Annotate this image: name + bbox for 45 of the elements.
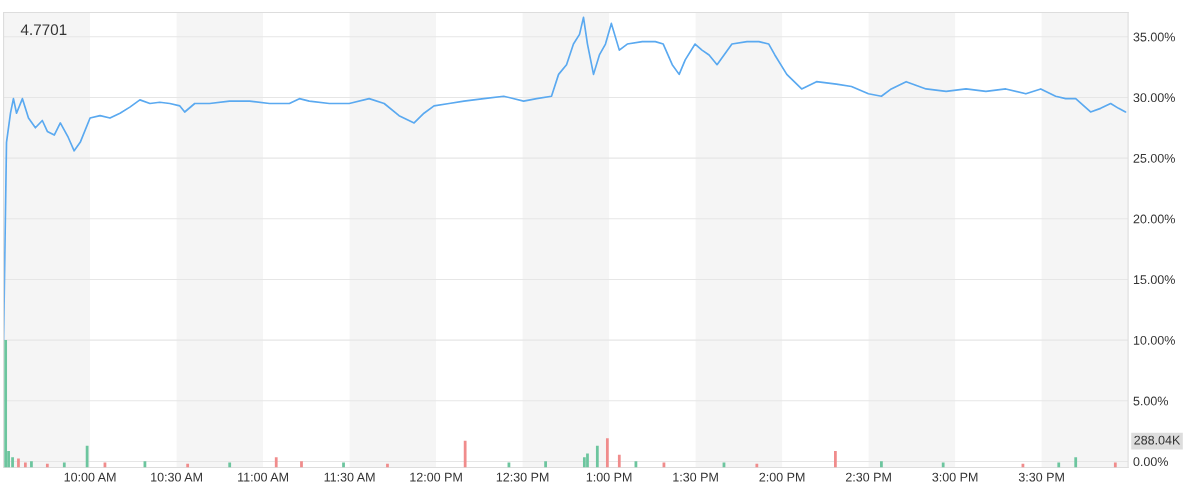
x-tick-label: 3:30 PM — [1018, 472, 1064, 482]
bar — [30, 461, 33, 468]
bar — [228, 462, 232, 468]
y-tick-label: 0.00% — [1133, 457, 1168, 467]
bar — [463, 440, 467, 468]
x-tick-label: 2:30 PM — [845, 472, 891, 482]
y-tick-label: 30.00% — [1133, 93, 1175, 103]
x-tick-label: 12:00 PM — [410, 472, 462, 482]
x-tick-label: 1:30 PM — [673, 472, 718, 482]
x-tick-label: 10:00 AM — [64, 472, 116, 482]
y-tick-label: 25.00% — [1133, 153, 1175, 163]
bar — [23, 462, 27, 468]
bar — [544, 461, 547, 468]
x-tick-label: 11:30 AM — [324, 472, 375, 482]
text: 288.04K — [1134, 435, 1181, 445]
bar — [85, 445, 89, 468]
bar — [834, 450, 837, 468]
x-tick-label: 2:00 PM — [759, 472, 805, 482]
bar — [4, 340, 8, 468]
bar — [595, 445, 599, 468]
bar — [17, 458, 20, 468]
bar — [1074, 457, 1078, 468]
bar — [342, 462, 345, 468]
y-tick-label: 20.00% — [1133, 214, 1175, 224]
bar — [582, 457, 586, 468]
y-tick-label: 5.00% — [1133, 396, 1168, 406]
annotation: 4.7701 — [20, 24, 67, 36]
bar — [274, 457, 278, 468]
x-tick-label: 3:00 PM — [932, 472, 978, 482]
bar — [300, 461, 303, 468]
bar — [941, 462, 945, 468]
bar — [605, 438, 609, 468]
bar — [62, 462, 66, 468]
x-tick-label: 12:30 PM — [496, 472, 549, 482]
y-tick-label: 15.00% — [1133, 275, 1175, 285]
x-tick-label: 10:30 AM — [151, 472, 202, 482]
bar — [1113, 462, 1117, 468]
x-tick-label: 11:00 AM — [238, 472, 288, 482]
bar — [880, 461, 883, 468]
y-tick-label: 10.00% — [1133, 335, 1175, 345]
bar — [1057, 462, 1061, 468]
x-tick-label: 1:00 PM — [586, 472, 632, 482]
bar — [586, 453, 589, 468]
bar — [617, 454, 621, 468]
y-tick-label: 35.00% — [1133, 32, 1175, 42]
